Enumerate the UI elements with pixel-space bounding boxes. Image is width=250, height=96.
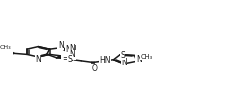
Text: N: N	[69, 44, 75, 53]
Text: CH₃: CH₃	[140, 54, 152, 60]
Text: N: N	[35, 55, 41, 64]
Text: N: N	[135, 55, 141, 64]
Text: NH: NH	[65, 45, 76, 54]
Text: S: S	[67, 55, 71, 64]
Text: O: O	[91, 64, 97, 73]
Text: HN: HN	[98, 56, 110, 65]
Text: N: N	[58, 41, 63, 50]
Text: S: S	[120, 51, 124, 60]
Text: =N: =N	[62, 54, 74, 63]
Text: CH₃: CH₃	[0, 45, 11, 50]
Text: N: N	[69, 50, 75, 59]
Text: N: N	[120, 58, 126, 67]
